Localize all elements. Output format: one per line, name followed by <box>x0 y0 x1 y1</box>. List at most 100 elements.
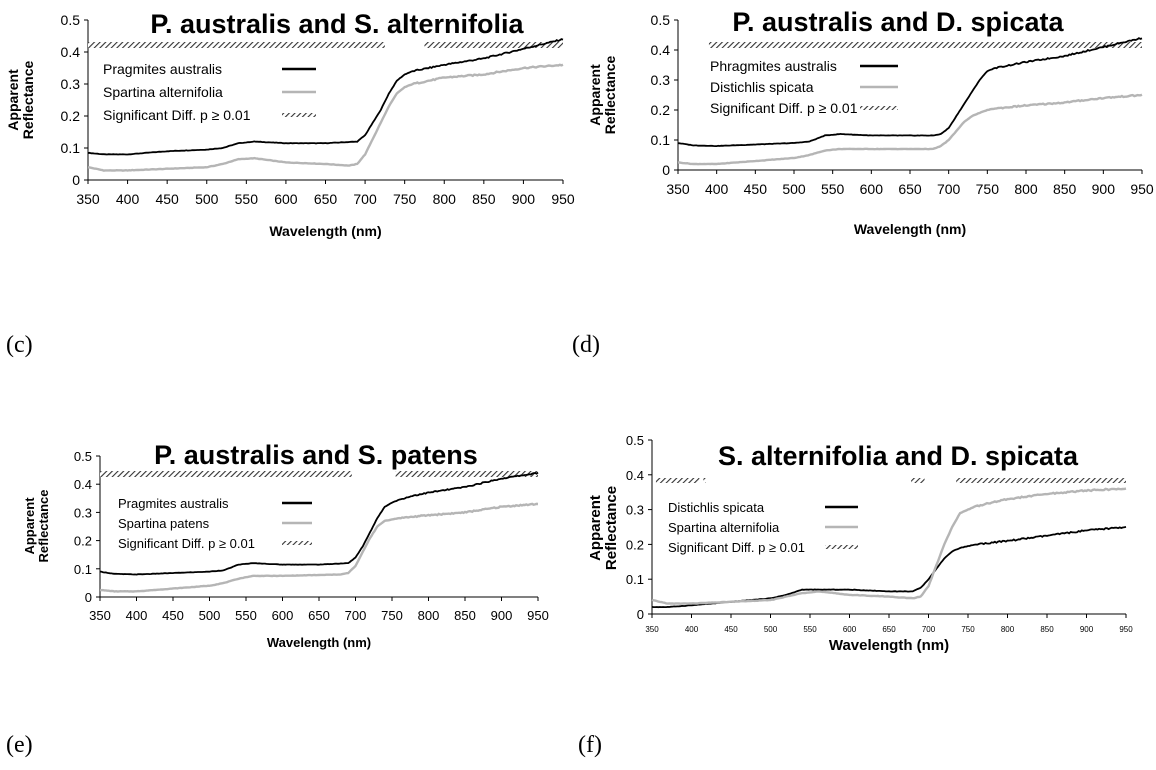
x-tick-label: 450 <box>744 181 768 197</box>
series-line-0 <box>99 471 539 576</box>
x-tick-label: 600 <box>860 181 884 197</box>
x-tick-label: 650 <box>882 625 896 634</box>
x-tick-label: 900 <box>512 191 536 207</box>
x-tick-label: 400 <box>116 191 140 207</box>
x-tick-label: 500 <box>764 625 778 634</box>
legend-swatch-hatch <box>282 113 316 117</box>
x-tick-label: 850 <box>472 191 496 207</box>
x-tick-label: 750 <box>381 608 403 623</box>
x-tick-label: 600 <box>272 608 294 623</box>
x-tick-label: 750 <box>976 181 1000 197</box>
y-tick-label: 0 <box>85 590 92 605</box>
x-tick-label: 500 <box>199 608 221 623</box>
y-tick-label: 0.5 <box>651 12 671 28</box>
y-tick-label: 0 <box>662 162 670 178</box>
series-line-0 <box>677 37 1143 147</box>
y-tick-label: 0.1 <box>74 562 92 577</box>
x-tick-label: 450 <box>162 608 184 623</box>
y-tick-label: 0.1 <box>651 132 671 148</box>
y-tick-label: 0.3 <box>626 503 644 518</box>
y-tick-label: 0.3 <box>651 72 671 88</box>
significance-bar <box>395 471 538 477</box>
panel-label: (d) <box>572 332 600 358</box>
x-tick-label: 750 <box>961 625 975 634</box>
x-tick-label: 450 <box>155 191 179 207</box>
y-axis-label: ApparentReflectance <box>22 490 51 563</box>
x-axis-label: Wavelength (nm) <box>829 637 949 654</box>
y-axis-label-line: Apparent <box>587 64 603 126</box>
legend-label: Spartina alternifolia <box>668 520 780 535</box>
y-tick-label: 0.2 <box>626 537 644 552</box>
y-axis-label-line: Reflectance <box>20 60 36 139</box>
y-tick-label: 0.5 <box>626 433 644 448</box>
legend-label: Significant Diff. p ≥ 0.01 <box>118 536 255 551</box>
x-tick-label: 450 <box>724 625 738 634</box>
panel-label: (f) <box>578 732 602 758</box>
x-tick-label: 800 <box>418 608 440 623</box>
series-line-1 <box>99 502 539 593</box>
significance-bar <box>424 42 563 48</box>
significance-bar <box>708 42 1142 48</box>
series-line-1 <box>677 93 1143 166</box>
x-tick-label: 650 <box>314 191 338 207</box>
x-tick-label: 500 <box>782 181 806 197</box>
x-tick-label: 900 <box>491 608 513 623</box>
y-tick-label: 0.5 <box>74 449 92 464</box>
chart-panel-3: 0 0.1 0.2 0.3 0.4 0.5 350 400 450 500 550 600 650 700… <box>587 433 1133 654</box>
series-line-0 <box>651 526 1127 609</box>
y-tick-label: 0.3 <box>61 76 81 92</box>
legend-label: Distichlis spicata <box>710 79 814 95</box>
x-tick-label: 600 <box>274 191 298 207</box>
significance-bar <box>655 478 700 483</box>
legend-label: Spartina patens <box>118 516 210 531</box>
legend-label: Spartina alternifolia <box>103 84 223 100</box>
x-tick-label: 850 <box>1053 181 1077 197</box>
x-tick-label: 800 <box>1001 625 1015 634</box>
y-tick-label: 0.1 <box>626 572 644 587</box>
series-line-1 <box>651 487 1127 605</box>
legend-label: Significant Diff. p ≥ 0.01 <box>668 540 805 555</box>
x-tick-label: 950 <box>1130 181 1154 197</box>
x-tick-label: 850 <box>454 608 476 623</box>
x-axis-label: Wavelength (nm) <box>854 221 966 237</box>
y-axis-label-line: Reflectance <box>602 55 618 134</box>
chart-title: P. australis and S. patens <box>154 440 478 470</box>
y-axis-label-line: Apparent <box>22 497 37 555</box>
legend-swatch-hatch <box>860 106 898 110</box>
x-tick-label: 550 <box>235 191 259 207</box>
x-tick-label: 950 <box>527 608 549 623</box>
x-tick-label: 700 <box>345 608 367 623</box>
x-tick-label: 800 <box>1014 181 1038 197</box>
x-tick-label: 400 <box>705 181 729 197</box>
x-tick-label: 950 <box>551 191 575 207</box>
chart-panel-1: 0 0.1 0.2 0.3 0.4 0.5 350 400 450 500 550 600 650 700… <box>587 7 1154 237</box>
y-tick-label: 0.2 <box>74 534 92 549</box>
x-tick-label: 900 <box>1092 181 1116 197</box>
x-tick-label: 500 <box>195 191 219 207</box>
x-tick-label: 700 <box>353 191 377 207</box>
legend-label: Significant Diff. p ≥ 0.01 <box>103 107 251 123</box>
y-tick-label: 0.4 <box>74 477 92 492</box>
legend-label: Distichlis spicata <box>668 500 765 515</box>
y-tick-label: 0.4 <box>61 44 81 60</box>
y-tick-label: 0.2 <box>61 108 81 124</box>
y-tick-label: 0.5 <box>61 12 81 28</box>
significance-bar <box>956 478 1126 483</box>
significance-bar <box>88 42 385 48</box>
legend-label: Significant Diff. p ≥ 0.01 <box>710 100 858 116</box>
x-tick-label: 850 <box>1040 625 1054 634</box>
chart-panel-0: 0 0.1 0.2 0.3 0.4 0.5 350 400 450 500 550 600 650 700… <box>5 9 575 239</box>
x-axis-label: Wavelength (nm) <box>267 635 371 650</box>
x-tick-label: 650 <box>308 608 330 623</box>
y-tick-label: 0.2 <box>651 102 671 118</box>
chart-title: P. australis and S. alternifolia <box>150 9 524 39</box>
x-tick-label: 350 <box>76 191 100 207</box>
y-axis-label-line: Apparent <box>587 495 604 561</box>
y-axis-label-line: Reflectance <box>36 490 51 563</box>
x-axis-label: Wavelength (nm) <box>269 223 381 239</box>
chart-title: S. alternifolia and D. spicata <box>718 441 1079 471</box>
legend-label: Pragmites australis <box>118 496 229 511</box>
y-tick-label: 0 <box>637 607 644 622</box>
legend-label: Pragmites australis <box>103 61 222 77</box>
x-tick-label: 550 <box>235 608 257 623</box>
